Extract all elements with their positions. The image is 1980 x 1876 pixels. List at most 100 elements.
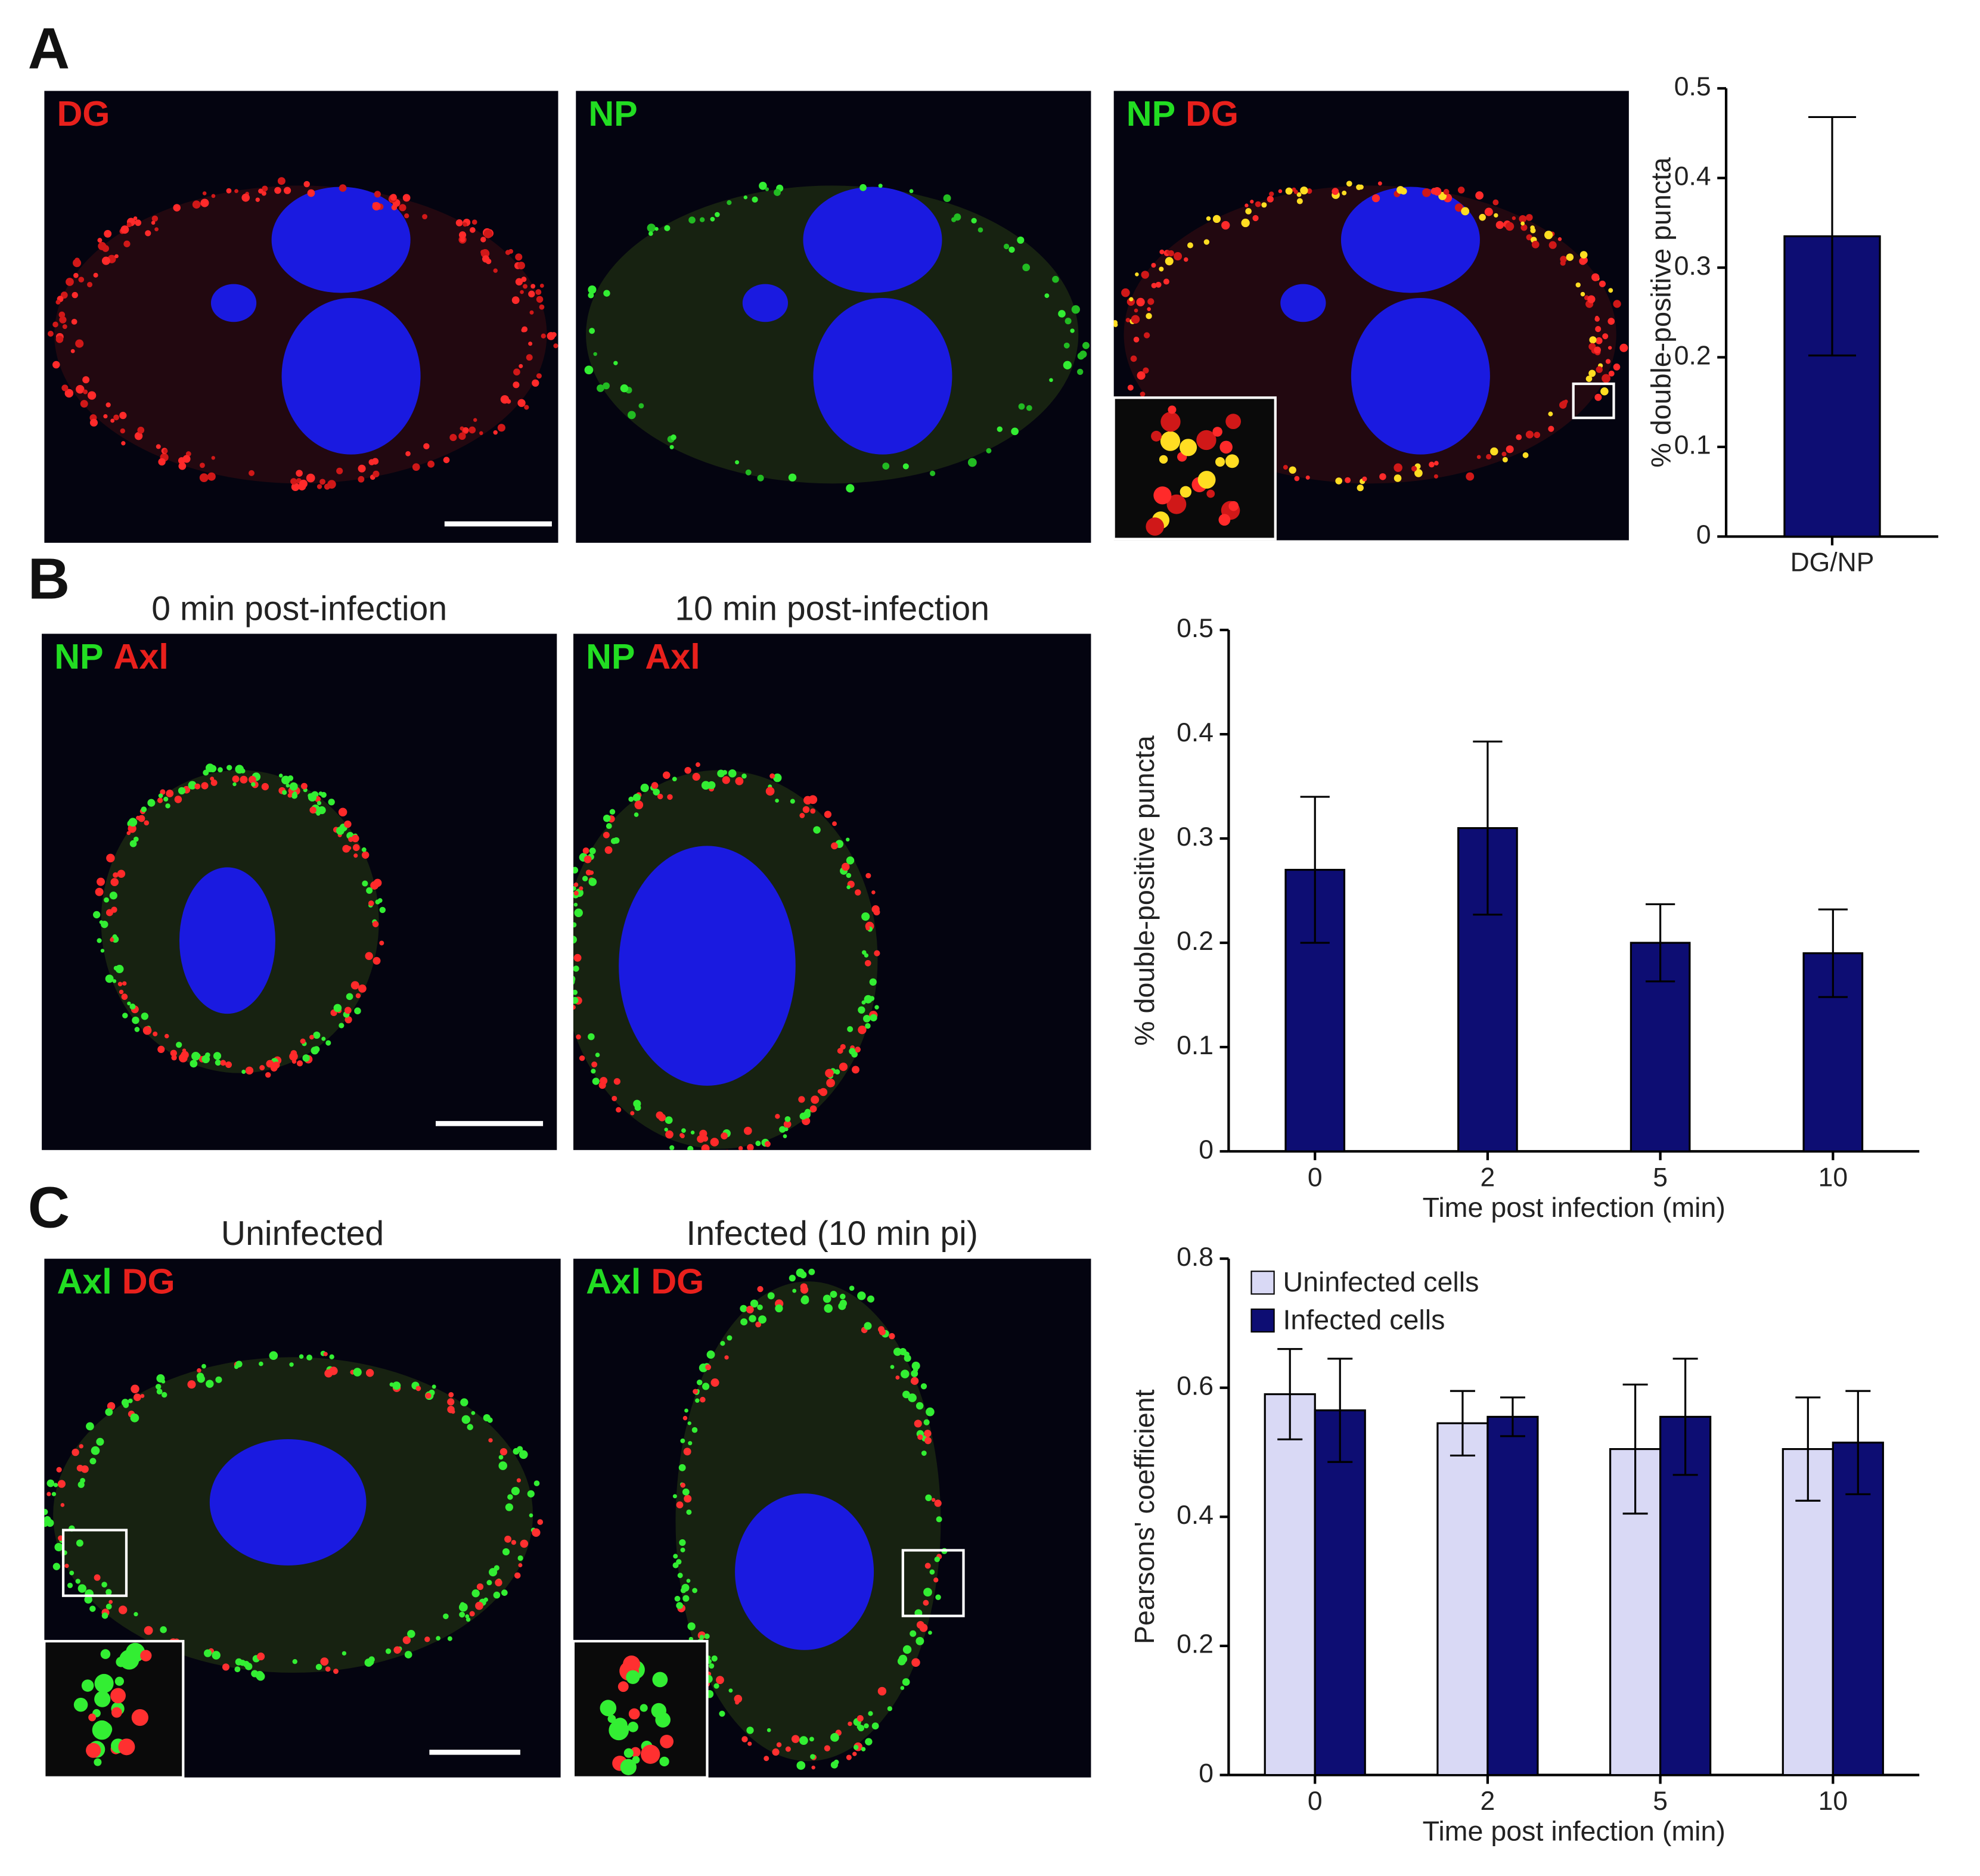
punctum — [134, 431, 143, 440]
channel-name: Axl — [114, 636, 169, 676]
bar — [1832, 1442, 1884, 1776]
punctum — [192, 200, 201, 209]
inset-punctum — [600, 1700, 617, 1716]
punctum — [1140, 392, 1146, 397]
punctum — [537, 1519, 544, 1525]
punctum — [824, 1304, 833, 1313]
punctum — [1261, 202, 1267, 208]
nucleus — [210, 284, 257, 322]
punctum — [840, 1293, 846, 1300]
punctum — [798, 1096, 805, 1103]
punctum — [338, 807, 347, 816]
micrograph — [576, 91, 1091, 543]
punctum — [366, 887, 373, 894]
punctum — [1300, 186, 1308, 195]
punctum — [119, 412, 127, 420]
punctum — [212, 1651, 221, 1660]
punctum — [752, 196, 758, 203]
punctum — [1600, 387, 1609, 396]
punctum — [241, 1069, 246, 1074]
punctum — [547, 332, 555, 340]
punctum — [70, 349, 75, 353]
channel-name: NP — [1126, 94, 1175, 133]
punctum — [1206, 216, 1211, 221]
punctum — [222, 1663, 229, 1671]
punctum — [573, 902, 578, 907]
punctum — [1044, 293, 1050, 299]
punctum — [153, 1031, 158, 1037]
punctum — [1580, 256, 1588, 264]
punctum — [573, 976, 574, 979]
punctum — [735, 1700, 739, 1705]
punctum — [679, 1539, 686, 1546]
punctum — [336, 467, 343, 474]
nucleus — [813, 297, 952, 455]
punctum — [145, 230, 151, 237]
punctum — [105, 402, 111, 408]
punctum — [1163, 278, 1169, 285]
punctum — [658, 1113, 666, 1122]
punctum — [536, 373, 542, 379]
punctum — [129, 840, 137, 847]
punctum — [664, 1128, 668, 1132]
punctum — [1143, 332, 1150, 338]
punctum — [1151, 263, 1156, 268]
punctum — [151, 215, 159, 222]
punctum — [1613, 300, 1621, 308]
inset-punctum — [1197, 471, 1216, 489]
punctum — [299, 1354, 304, 1359]
punctum — [1278, 189, 1283, 194]
punctum — [582, 875, 588, 882]
punctum — [89, 1605, 96, 1612]
punctum — [846, 1754, 852, 1760]
x-axis-label: Time post infection (min) — [1423, 1815, 1725, 1846]
punctum — [56, 1467, 62, 1473]
punctum — [954, 213, 961, 221]
punctum — [865, 872, 871, 878]
punctum — [163, 449, 168, 454]
punctum — [141, 806, 147, 812]
nucleus — [1351, 297, 1490, 455]
punctum — [259, 1361, 263, 1366]
punctum — [1026, 405, 1032, 411]
punctum — [865, 1023, 871, 1029]
punctum — [412, 463, 420, 471]
bar — [1486, 1415, 1539, 1776]
punctum — [339, 1023, 345, 1029]
punctum — [673, 1554, 678, 1559]
punctum — [344, 820, 352, 828]
punctum — [154, 227, 159, 232]
punctum — [593, 352, 597, 356]
punctum — [46, 1519, 54, 1527]
punctum — [749, 1315, 756, 1322]
punctum — [686, 1579, 691, 1583]
y-tick-label: 0.6 — [1177, 1371, 1214, 1400]
punctum — [929, 1569, 935, 1575]
punctum — [144, 820, 150, 826]
punctum — [190, 1060, 198, 1068]
punctum — [1608, 288, 1613, 293]
punctum — [725, 1150, 730, 1154]
punctum — [511, 1486, 520, 1496]
punctum — [669, 445, 674, 449]
punctum — [133, 216, 138, 220]
punctum — [691, 1427, 698, 1433]
error-bar — [1672, 1358, 1698, 1476]
punctum — [194, 783, 201, 790]
punctum — [705, 1364, 712, 1371]
punctum — [467, 1424, 473, 1430]
x-tick-label: 0 — [1308, 1163, 1323, 1192]
punctum — [1135, 272, 1139, 277]
punctum — [532, 1528, 541, 1537]
punctum — [767, 1292, 775, 1300]
punctum — [392, 1381, 401, 1390]
punctum — [924, 1430, 932, 1437]
punctum — [278, 774, 283, 778]
punctum — [365, 952, 373, 960]
punctum — [1184, 257, 1188, 262]
punctum — [1125, 318, 1131, 322]
punctum — [1492, 199, 1499, 206]
channel-label: NP Axl — [586, 636, 700, 676]
punctum — [402, 194, 411, 202]
